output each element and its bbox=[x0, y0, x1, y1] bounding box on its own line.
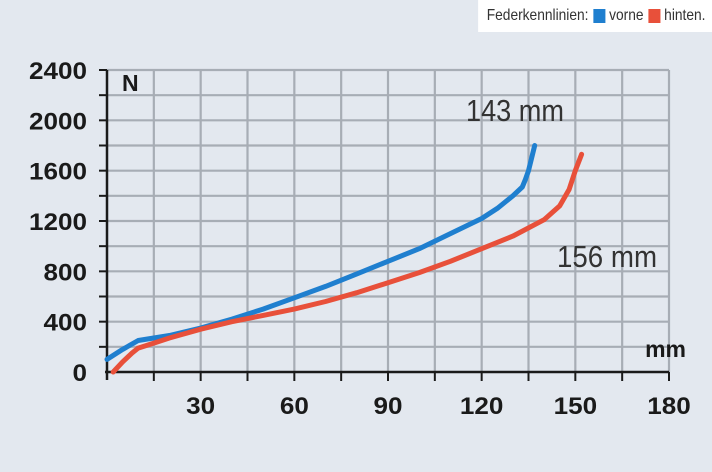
x-axis-unit: mm bbox=[645, 336, 686, 362]
x-tick-label: 120 bbox=[460, 393, 504, 420]
y-tick-label: 1600 bbox=[29, 159, 87, 186]
y-tick-label: 0 bbox=[73, 360, 88, 387]
series-lines bbox=[104, 143, 585, 375]
y-tick-label: 2000 bbox=[29, 108, 87, 135]
chart-grid bbox=[107, 68, 671, 372]
legend-swatch-hinten bbox=[648, 9, 661, 23]
y-tick-label: 1200 bbox=[29, 209, 87, 236]
annotation-hinten: 156 mm bbox=[557, 239, 657, 274]
annotation-vorne: 143 mm bbox=[466, 93, 564, 128]
x-tick-labels: 30 60 90 120 150 180 bbox=[186, 393, 691, 420]
y-tick-label: 2400 bbox=[29, 58, 87, 85]
series-line-hinten bbox=[110, 151, 585, 375]
x-tick-label: 30 bbox=[186, 393, 215, 420]
y-tick-label: 800 bbox=[44, 259, 88, 286]
y-axis-unit: N bbox=[122, 70, 139, 96]
x-tick-label: 60 bbox=[280, 393, 309, 420]
y-tick-labels: 0 400 800 1200 1600 2000 2400 bbox=[29, 58, 87, 387]
chart-axes bbox=[99, 69, 670, 381]
legend-label-hinten: hinten. bbox=[663, 7, 706, 24]
y-tick-label: 400 bbox=[44, 310, 88, 337]
legend-title: Federkennlinien: bbox=[486, 7, 589, 24]
legend-swatch-vorne bbox=[593, 9, 606, 23]
x-tick-label: 90 bbox=[374, 393, 403, 420]
legend-label-vorne: vorne bbox=[608, 7, 644, 24]
x-tick-label: 150 bbox=[554, 393, 598, 420]
legend: Federkennlinien: vorne hinten. bbox=[477, 0, 712, 32]
x-tick-label: 180 bbox=[647, 393, 691, 420]
